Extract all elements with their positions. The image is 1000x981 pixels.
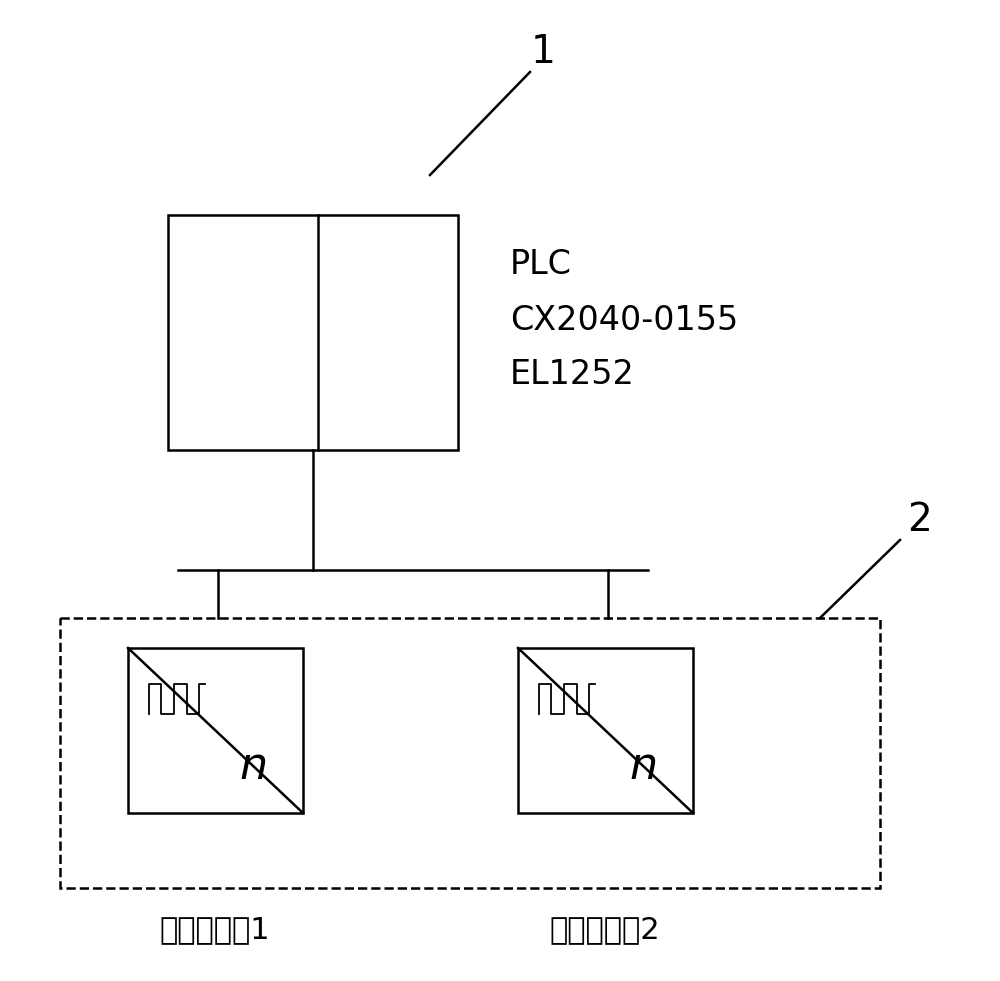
- Text: PLC: PLC: [510, 248, 572, 282]
- Bar: [168, 215, 458, 450]
- Text: EL1252: EL1252: [510, 358, 635, 391]
- Text: CX2040-0155: CX2040-0155: [510, 303, 738, 336]
- Bar: [518, 648, 693, 813]
- Bar: [128, 648, 303, 813]
- Text: 转速传感器2: 转速传感器2: [550, 915, 660, 945]
- Bar: [60, 618, 880, 888]
- Text: 1: 1: [531, 33, 555, 71]
- Text: 2: 2: [908, 501, 932, 539]
- Text: n: n: [630, 746, 658, 789]
- Text: 转速传感器1: 转速传感器1: [160, 915, 270, 945]
- Text: n: n: [240, 746, 268, 789]
